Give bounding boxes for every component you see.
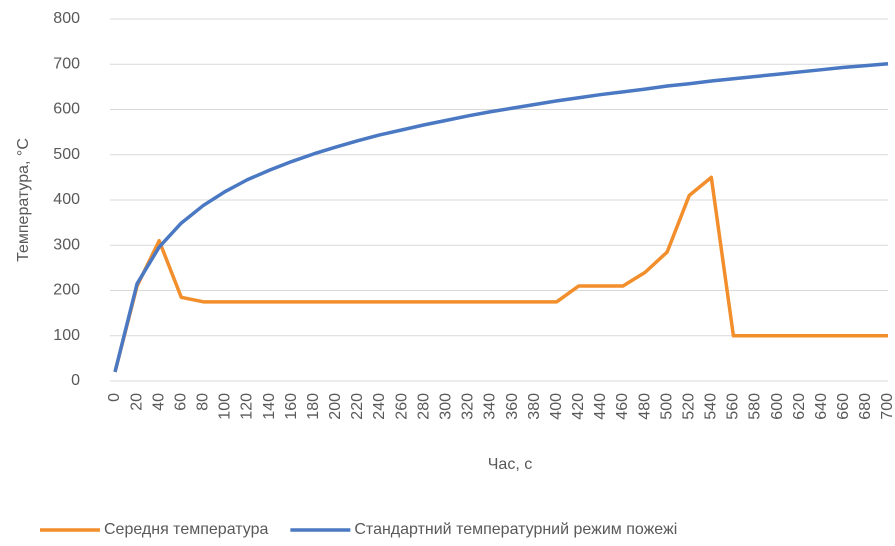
- x-tick-label: 560: [725, 393, 742, 420]
- x-tick-label: 480: [636, 393, 653, 420]
- y-tick-label: 100: [53, 327, 80, 344]
- y-tick-label: 500: [53, 146, 80, 163]
- x-tick-label: 300: [438, 393, 455, 420]
- x-tick-label: 120: [239, 393, 256, 420]
- y-tick-label: 400: [53, 191, 80, 208]
- x-tick-label: 40: [150, 393, 167, 411]
- y-tick-label: 0: [71, 372, 80, 389]
- x-tick-label: 380: [526, 393, 543, 420]
- y-tick-label: 300: [53, 236, 80, 253]
- x-tick-label: 400: [548, 393, 565, 420]
- x-tick-label: 360: [504, 393, 521, 420]
- x-tick-label: 60: [172, 393, 189, 411]
- x-tick-label: 620: [791, 393, 808, 420]
- series-line: [113, 62, 889, 373]
- x-tick-label: 440: [592, 393, 609, 420]
- x-tick-label: 260: [393, 393, 410, 420]
- x-tick-label: 660: [835, 393, 852, 420]
- x-tick-label: 180: [305, 393, 322, 420]
- x-tick-label: 600: [769, 393, 786, 420]
- y-tick-label: 800: [53, 10, 80, 27]
- x-tick-label: 520: [680, 393, 697, 420]
- y-tick-label: 200: [53, 282, 80, 299]
- x-tick-label: 280: [415, 393, 432, 420]
- x-tick-label: 640: [813, 393, 830, 420]
- x-tick-label: 20: [128, 393, 145, 411]
- x-tick-label: 140: [261, 393, 278, 420]
- y-tick-label: 700: [53, 55, 80, 72]
- y-axis-title: Температура, °C: [15, 138, 32, 262]
- x-tick-label: 160: [283, 393, 300, 420]
- x-tick-label: 240: [371, 393, 388, 420]
- legend-label: Середня температура: [104, 521, 268, 538]
- x-tick-label: 200: [327, 393, 344, 420]
- x-tick-label: 100: [217, 393, 234, 420]
- legend-label: Стандартний температурний режим пожежі: [354, 521, 677, 538]
- x-tick-label: 220: [349, 393, 366, 420]
- x-axis-title: Час, с: [488, 456, 532, 473]
- x-tick-label: 700: [879, 393, 895, 420]
- x-tick-label: 0: [106, 393, 123, 402]
- series-line: [113, 175, 888, 373]
- x-tick-label: 460: [614, 393, 631, 420]
- x-tick-label: 320: [460, 393, 477, 420]
- x-tick-label: 420: [570, 393, 587, 420]
- y-tick-label: 600: [53, 101, 80, 118]
- x-tick-label: 540: [703, 393, 720, 420]
- x-tick-label: 500: [658, 393, 675, 420]
- x-tick-label: 580: [747, 393, 764, 420]
- x-tick-label: 340: [482, 393, 499, 420]
- x-tick-label: 80: [195, 393, 212, 411]
- x-tick-label: 680: [857, 393, 874, 420]
